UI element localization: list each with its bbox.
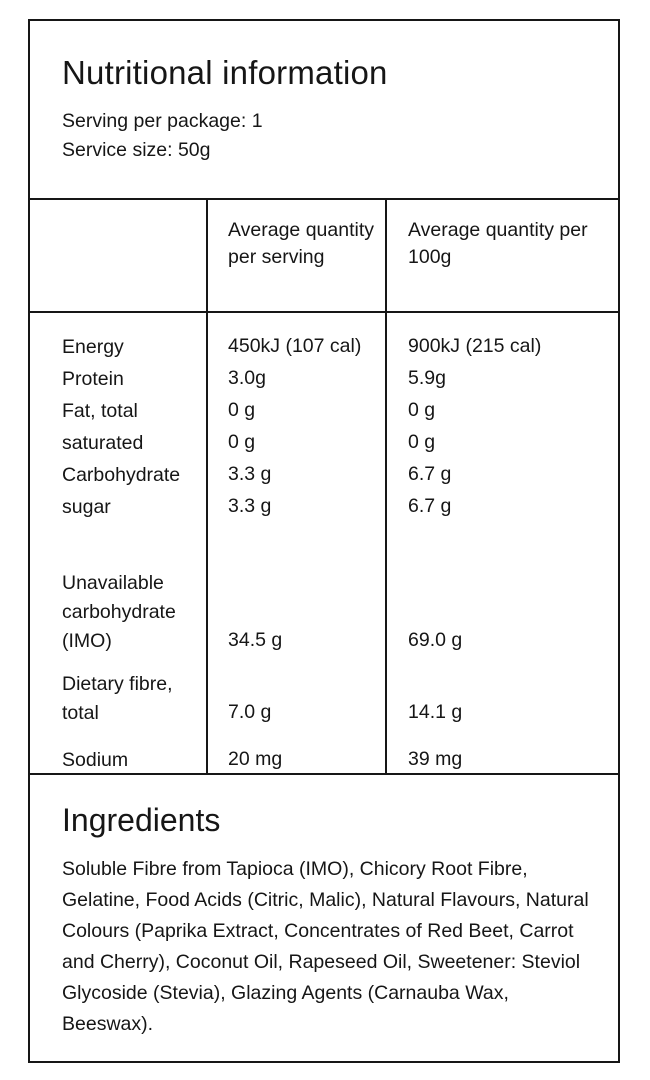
table-header-row: Average quantity per serving Average qua… xyxy=(30,200,618,313)
nutrition-label-panel: Nutritional information Serving per pack… xyxy=(28,19,620,1063)
nutrition-table: Average quantity per serving Average qua… xyxy=(30,198,618,775)
nutrient-label: sugar xyxy=(62,496,111,518)
value-per-serving: 450kJ (107 cal) xyxy=(228,335,362,357)
value-per-100g: 900kJ (215 cal) xyxy=(408,335,542,357)
value-per-100g: 14.1 g xyxy=(408,701,463,723)
ingredients-section: Ingredients Soluble Fibre from Tapioca (… xyxy=(30,775,618,1040)
value-per-100g: 6.7 g xyxy=(408,463,452,485)
table-row: sugar 3.3 g 6.7 g xyxy=(30,490,618,522)
service-size: Service size: 50g xyxy=(62,139,211,161)
page-title: Nutritional information xyxy=(62,54,388,91)
nutrient-label: Dietary fibre, total xyxy=(62,673,173,724)
table-row: Unavailable carbohydrate (IMO) 34.5 g 69… xyxy=(30,566,618,656)
nutrient-label: Unavailable carbohydrate (IMO) xyxy=(62,572,176,652)
value-per-100g: 0 g xyxy=(408,431,436,453)
value-per-100g: 69.0 g xyxy=(408,629,463,651)
table-row: Dietary fibre, total 7.0 g 14.1 g xyxy=(30,667,618,728)
ingredients-text: Soluble Fibre from Tapioca (IMO), Chicor… xyxy=(62,858,589,1035)
serving-info: Serving per package: 1 Service size: 50g xyxy=(62,107,588,165)
nutrient-label: Fat, total xyxy=(62,400,138,422)
value-per-serving: 3.0g xyxy=(228,367,266,389)
table-row: Energy 450kJ (107 cal) 900kJ (215 cal) xyxy=(30,330,618,362)
column-divider xyxy=(206,200,208,773)
value-per-serving: 0 g xyxy=(228,399,256,421)
table-row: Protein 3.0g 5.9g xyxy=(30,362,618,394)
value-per-serving: 0 g xyxy=(228,431,256,453)
value-per-100g: 6.7 g xyxy=(408,495,452,517)
value-per-100g: 0 g xyxy=(408,399,436,421)
value-per-100g: 39 mg xyxy=(408,748,463,770)
nutrient-label: saturated xyxy=(62,432,144,454)
nutrient-label: Sodium xyxy=(62,749,129,771)
column-header-per-100g: Average quantity per 100g xyxy=(408,219,588,268)
serving-per-package: Serving per package: 1 xyxy=(62,110,263,132)
table-row: saturated 0 g 0 g xyxy=(30,426,618,458)
table-body: Energy 450kJ (107 cal) 900kJ (215 cal) P… xyxy=(30,313,618,775)
nutrient-label: Carbohydrate xyxy=(62,464,181,486)
table-row: Carbohydrate 3.3 g 6.7 g xyxy=(30,458,618,490)
ingredients-title: Ingredients xyxy=(62,802,221,838)
value-per-serving: 34.5 g xyxy=(228,629,283,651)
nutrient-label: Protein xyxy=(62,368,124,390)
value-per-serving: 3.3 g xyxy=(228,463,272,485)
value-per-serving: 20 mg xyxy=(228,748,283,770)
column-divider xyxy=(385,200,387,773)
column-header-empty xyxy=(30,200,206,311)
header-section: Nutritional information Serving per pack… xyxy=(30,21,618,198)
table-row: Sodium 20 mg 39 mg xyxy=(30,743,618,775)
nutrient-label: Energy xyxy=(62,336,124,358)
value-per-serving: 7.0 g xyxy=(228,701,272,723)
value-per-100g: 5.9g xyxy=(408,367,446,389)
value-per-serving: 3.3 g xyxy=(228,495,272,517)
table-row: Fat, total 0 g 0 g xyxy=(30,394,618,426)
column-header-per-serving: Average quantity per serving xyxy=(228,219,374,268)
